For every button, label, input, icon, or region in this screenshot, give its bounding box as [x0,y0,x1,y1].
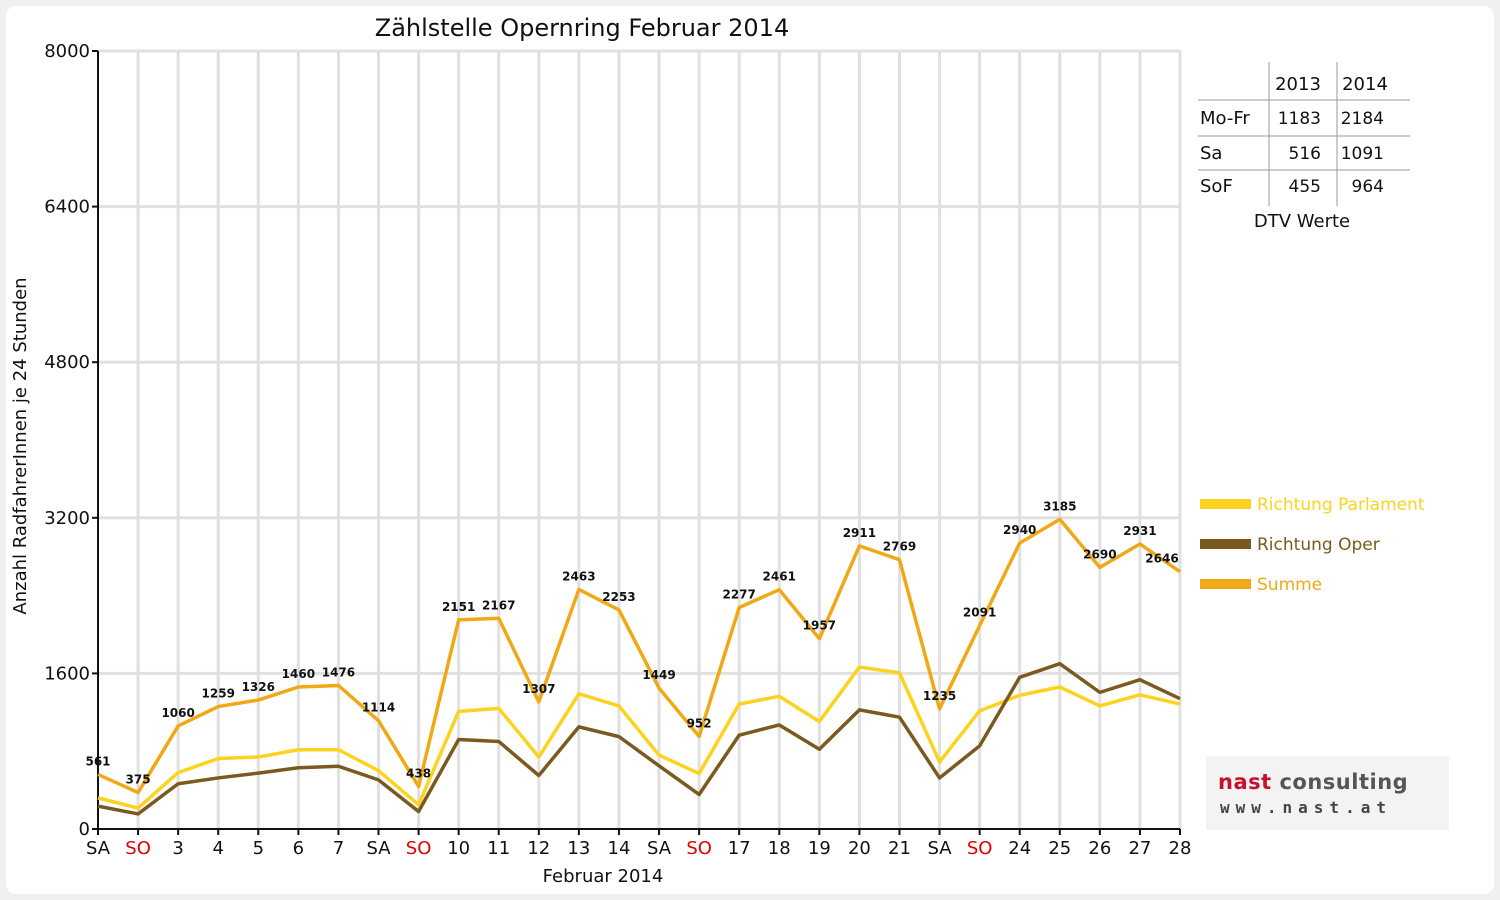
data-label: 1957 [803,619,836,633]
data-label: 1259 [202,687,235,701]
series-line [97,661,1181,816]
dtv-cell: 516 [1289,144,1321,164]
dtv-cell: 455 [1289,177,1321,197]
legend-label: Richtung Oper [1257,535,1380,555]
data-label: 2167 [482,598,515,612]
data-label: 2463 [562,569,595,583]
y-tick-label: 8000 [44,41,90,62]
x-tick-label: 4 [212,838,223,859]
y-tick-label: 0 [79,819,90,840]
data-label: 3185 [1043,499,1076,513]
x-tick-label: 7 [333,838,344,859]
x-tick-label: 3 [172,838,183,859]
x-tick-label: SA [366,838,391,859]
dtv-cell: 964 [1352,177,1384,197]
x-tick-label: 12 [527,838,550,859]
dtv-header-2014: 2014 [1342,74,1388,95]
legend: Richtung Parlament Richtung Oper Summe [1200,495,1425,595]
x-tick-label: 19 [808,838,831,859]
x-tick-label: 11 [487,838,510,859]
x-tick-label: 25 [1048,838,1071,859]
data-label: 1460 [282,667,315,681]
data-label: 2690 [1083,547,1116,561]
x-tick-label: 24 [1008,838,1031,859]
y-tick-label: 4800 [44,352,90,373]
x-tick-label: 26 [1088,838,1111,859]
data-label: 1326 [242,680,275,694]
x-axis-title: Februar 2014 [543,866,664,887]
x-tick-label: 27 [1128,838,1151,859]
y-tick-label: 6400 [44,197,90,218]
data-label: 2769 [883,540,916,554]
data-label: 1476 [322,665,355,679]
x-tick-label: 18 [768,838,791,859]
chart-card: 561 375 1060 1259 1326 1460 1476 1114 438 2151 216… [6,6,1494,894]
dtv-cell: 1091 [1341,144,1384,164]
dtv-caption: DTV Werte [1254,211,1350,232]
x-tick-label: 28 [1169,838,1192,859]
y-tick-label: 3200 [44,508,90,529]
x-tick-label: 21 [888,838,911,859]
data-label: 952 [687,716,712,730]
legend-swatch [1200,539,1251,549]
legend-swatch [1200,579,1251,589]
x-tick-label: 10 [447,838,470,859]
data-label: 1449 [642,668,675,682]
dtv-row-label: SoF [1200,176,1233,197]
series-line [97,517,1181,795]
x-tick-label: SO [686,838,712,859]
data-label: 561 [85,754,110,768]
dtv-cell: 2184 [1341,109,1384,129]
legend-label: Richtung Parlament [1257,495,1425,515]
legend-swatch [1200,499,1251,509]
data-label: 2151 [442,600,475,614]
data-label: 1060 [161,706,194,720]
x-tick-label: SO [406,838,432,859]
x-tick-label: 5 [253,838,264,859]
data-label: 2253 [602,590,635,604]
data-label: 2911 [843,526,876,540]
x-tick-label: 6 [293,838,304,859]
x-tick-label: SA [86,838,111,859]
nast-consulting-logo: nast consulting www.nast.at [1206,756,1449,830]
dtv-table: 2013 2014 Mo-Fr 1183 2184 Sa 516 1091 So… [1198,62,1410,232]
dtv-row-label: Sa [1200,143,1222,164]
data-label: 2277 [722,588,755,602]
legend-label: Summe [1257,575,1322,595]
dtv-header-2013: 2013 [1275,74,1321,95]
logo-url: www.nast.at [1220,798,1392,817]
dtv-row-label: Mo-Fr [1200,108,1250,129]
data-label: 2646 [1145,552,1178,566]
data-label: 438 [406,766,431,780]
x-tick-label: 14 [608,838,631,859]
x-tick-label: 20 [848,838,871,859]
data-label: 2091 [963,606,996,620]
data-label: 1307 [522,682,555,696]
chart-title: Zählstelle Opernring Februar 2014 [375,14,789,42]
x-tick-label: SA [647,838,672,859]
data-label: 2940 [1003,523,1036,537]
data-label: 375 [126,773,151,787]
dtv-cell: 1183 [1278,109,1321,129]
y-axis-title: Anzahl RadfahrerInnen je 24 Stunden [10,277,31,614]
x-tick-label: SO [125,838,151,859]
y-tick-label: 1600 [44,663,90,684]
x-tick-label: SO [967,838,993,859]
logo-brand: nast consulting [1218,770,1409,794]
data-label: 2461 [763,570,796,584]
series-line [97,665,1181,810]
data-label: 2931 [1123,524,1156,538]
x-tick-label: SA [928,838,953,859]
data-label: 1235 [923,689,956,703]
data-label: 1114 [362,701,395,715]
x-tick-label: 13 [567,838,590,859]
x-tick-label: 17 [728,838,751,859]
